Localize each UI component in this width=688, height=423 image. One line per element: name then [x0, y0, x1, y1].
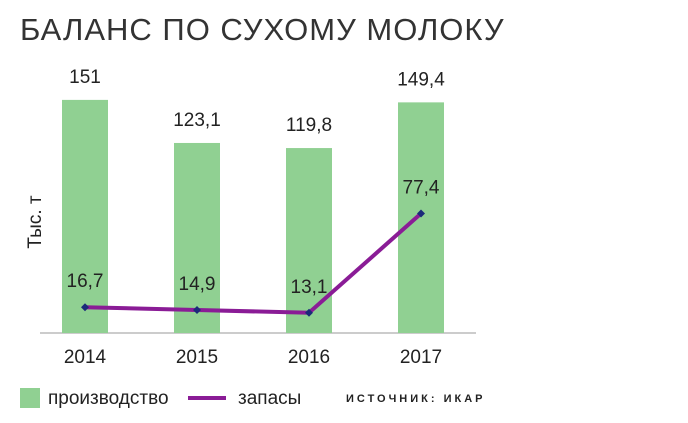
bar: [286, 148, 332, 333]
x-tick-label: 2016: [288, 347, 330, 368]
bar: [398, 102, 444, 334]
marker: [81, 303, 89, 312]
marker: [305, 308, 313, 317]
value-label: 77,4: [403, 178, 440, 199]
marker: [417, 209, 425, 218]
marker: [193, 305, 201, 314]
value-label: 149,4: [397, 69, 445, 90]
value-label: 119,8: [286, 115, 332, 136]
y-axis-label: Тыс. т: [25, 195, 46, 248]
chart-title: БАЛАНС ПО СУХОМУ МОЛОКУ: [20, 12, 505, 47]
legend-label: запасы: [238, 388, 301, 409]
legend-swatch: [20, 388, 40, 408]
bar: [174, 142, 220, 333]
x-tick-label: 2014: [64, 347, 107, 368]
value-label: 14,9: [179, 274, 216, 295]
value-label: 16,7: [67, 271, 104, 292]
bar: [62, 99, 108, 333]
legend-label: производство: [48, 388, 169, 409]
value-label: 123,1: [173, 110, 221, 131]
source: ИСТОЧНИК: ИКАР: [346, 393, 486, 405]
value-label: 151: [69, 67, 101, 88]
x-tick-label: 2017: [400, 347, 442, 368]
value-label: 13,1: [291, 277, 328, 298]
x-tick-label: 2015: [176, 347, 218, 368]
line: [84, 212, 423, 315]
